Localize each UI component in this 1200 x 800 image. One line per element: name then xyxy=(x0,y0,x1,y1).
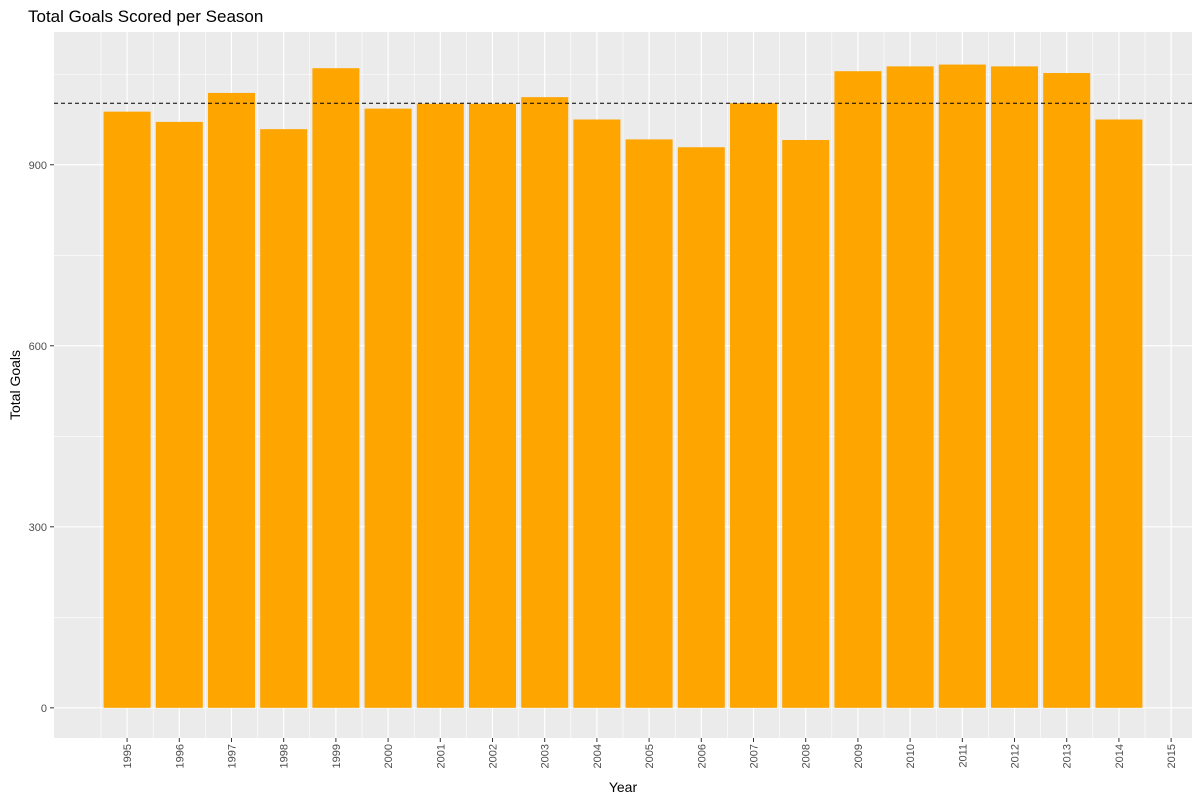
bar-2010 xyxy=(886,66,934,708)
x-tick-label-1998: 1998 xyxy=(279,744,291,768)
x-tick-label-2004: 2004 xyxy=(592,744,604,768)
x-tick-label-1996: 1996 xyxy=(174,744,186,768)
bars xyxy=(103,64,1143,708)
bar-2000 xyxy=(364,108,412,708)
x-tick-label-2000: 2000 xyxy=(383,744,395,768)
x-tick-label-2013: 2013 xyxy=(1062,744,1074,768)
bar-2014 xyxy=(1095,119,1143,708)
bar-2012 xyxy=(991,66,1039,708)
y-tick-label-900: 900 xyxy=(29,160,47,172)
x-tick-label-2003: 2003 xyxy=(540,744,552,768)
x-tick-label-2014: 2014 xyxy=(1114,744,1126,768)
bar-1999 xyxy=(312,68,360,708)
bar-2009 xyxy=(834,71,882,708)
bar-2006 xyxy=(677,147,725,708)
bar-1996 xyxy=(155,121,203,708)
bar-2003 xyxy=(521,97,569,708)
x-axis: 1995 1996 1997 1998 1999 2000 2001 2002 2003 2004… xyxy=(122,738,1178,768)
x-tick-label-2008: 2008 xyxy=(801,744,813,768)
bar-2002 xyxy=(469,103,516,708)
x-tick-label-2006: 2006 xyxy=(696,744,708,768)
bar-2005 xyxy=(625,139,673,708)
x-tick-label-1997: 1997 xyxy=(226,744,238,768)
y-axis: 0 300 600 900 xyxy=(29,160,54,715)
bar-1995 xyxy=(103,111,151,708)
x-tick-label-1995: 1995 xyxy=(122,744,134,768)
y-tick-label-0: 0 xyxy=(41,703,47,715)
x-tick-label-2009: 2009 xyxy=(853,744,865,768)
bar-1997 xyxy=(207,92,255,708)
bar-1998 xyxy=(260,129,308,708)
y-axis-title: Total Goals xyxy=(7,350,23,420)
y-tick-label-300: 300 xyxy=(29,522,47,534)
x-tick-label-2015: 2015 xyxy=(1166,744,1178,768)
bar-2001 xyxy=(416,103,464,708)
bar-2008 xyxy=(782,140,830,708)
bar-2013 xyxy=(1043,73,1091,708)
x-tick-label-2010: 2010 xyxy=(905,744,917,768)
x-tick-label-2005: 2005 xyxy=(644,744,656,768)
x-tick-label-2007: 2007 xyxy=(749,744,761,768)
y-tick-label-600: 600 xyxy=(29,341,47,353)
x-tick-label-2002: 2002 xyxy=(487,744,499,768)
x-axis-title: Year xyxy=(609,779,638,795)
bar-2004 xyxy=(573,119,621,708)
x-tick-label-2001: 2001 xyxy=(435,744,447,768)
bar-2011 xyxy=(938,64,986,708)
x-tick-label-2011: 2011 xyxy=(957,744,969,768)
chart-title: Total Goals Scored per Season xyxy=(28,7,263,26)
x-tick-label-1999: 1999 xyxy=(331,744,343,768)
bar-2007 xyxy=(730,103,777,708)
x-tick-label-2012: 2012 xyxy=(1010,744,1022,768)
